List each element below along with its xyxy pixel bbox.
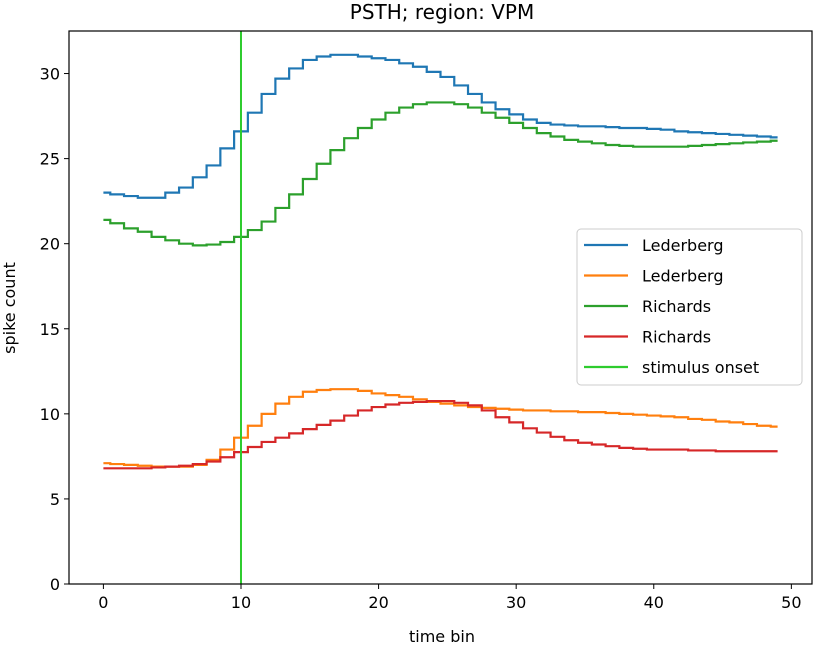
series-line-1 [103,53,778,199]
chart-title: PSTH; region: VPM [350,0,534,24]
x-tick-label: 20 [368,593,388,612]
legend-box [576,228,803,386]
legend-items: Lederberg Lederberg Richards Richards stimul… [584,236,759,377]
y-axis: 0 5 10 15 20 25 30 [40,65,69,594]
series-line-4 [103,399,778,470]
x-tick-label: 40 [644,593,664,612]
y-axis-label: spike count [0,262,19,354]
legend: Lederberg Lederberg Richards Richards stimul… [576,228,803,386]
legend-label: Richards [642,297,711,316]
y-tick-label: 15 [40,320,60,339]
x-axis-label: time bin [409,627,475,646]
x-tick-label: 0 [98,593,108,612]
y-tick-label: 20 [40,235,60,254]
series-line-3 [103,101,778,247]
y-tick-label: 5 [50,490,60,509]
x-tick-label: 30 [506,593,526,612]
legend-label: Lederberg [642,267,724,286]
legend-label: stimulus onset [642,358,759,377]
x-axis: 0 10 20 30 40 50 [98,584,802,612]
legend-label: Lederberg [642,236,724,255]
y-tick-label: 0 [50,575,60,594]
y-tick-label: 30 [40,65,60,84]
y-tick-label: 10 [40,405,60,424]
series-line-2 [103,388,778,468]
y-tick-label: 25 [40,150,60,169]
x-tick-label: 50 [781,593,801,612]
legend-label: Richards [642,328,711,347]
x-tick-label: 10 [231,593,251,612]
plot-frame [68,30,813,585]
series-layer [103,53,778,470]
